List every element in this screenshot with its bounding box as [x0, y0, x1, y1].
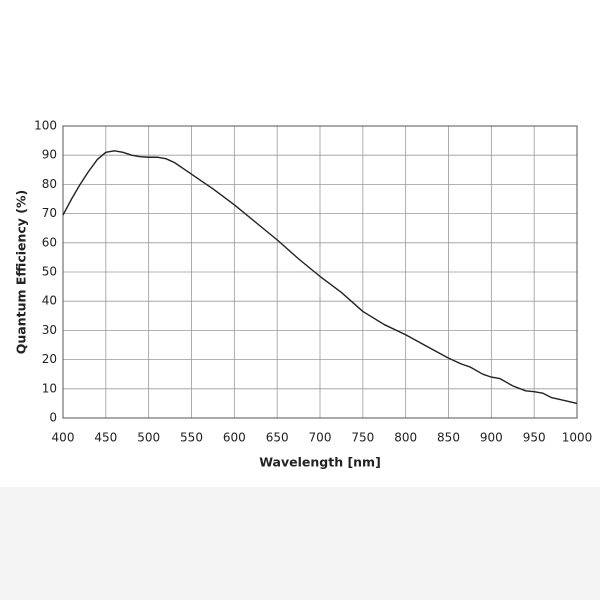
x-axis-label: Wavelength [nm] [259, 455, 381, 470]
y-tick-label: 90 [42, 148, 57, 162]
x-tick-label: 600 [223, 431, 246, 445]
y-tick-label: 50 [42, 265, 57, 279]
plot-frame [62, 125, 578, 419]
x-tick-label: 500 [137, 431, 160, 445]
x-tick-label: 650 [266, 431, 289, 445]
x-tick-label: 800 [394, 431, 417, 445]
x-tick-label: 450 [94, 431, 117, 445]
footer-band [0, 487, 600, 600]
x-tick-label: 400 [52, 431, 75, 445]
x-tick-label: 850 [437, 431, 460, 445]
x-tick-label: 700 [309, 431, 332, 445]
x-tick-label: 950 [523, 431, 546, 445]
y-tick-label: 20 [42, 352, 57, 366]
y-tick-label: 100 [34, 119, 57, 133]
x-tick-label: 750 [351, 431, 374, 445]
qe-curve [62, 150, 578, 405]
y-tick-label: 30 [42, 323, 57, 337]
x-tick-label: 1000 [562, 431, 593, 445]
y-tick-label: 80 [42, 177, 57, 191]
y-tick-label: 70 [42, 206, 57, 220]
y-tick-label: 60 [42, 235, 57, 249]
y-tick-label: 0 [49, 411, 57, 425]
x-tick-label: 900 [480, 431, 503, 445]
y-tick-label: 10 [42, 381, 57, 395]
y-tick-label: 40 [42, 294, 57, 308]
y-axis-label: Quantum Efficiency (%) [14, 190, 29, 355]
x-tick-label: 550 [180, 431, 203, 445]
